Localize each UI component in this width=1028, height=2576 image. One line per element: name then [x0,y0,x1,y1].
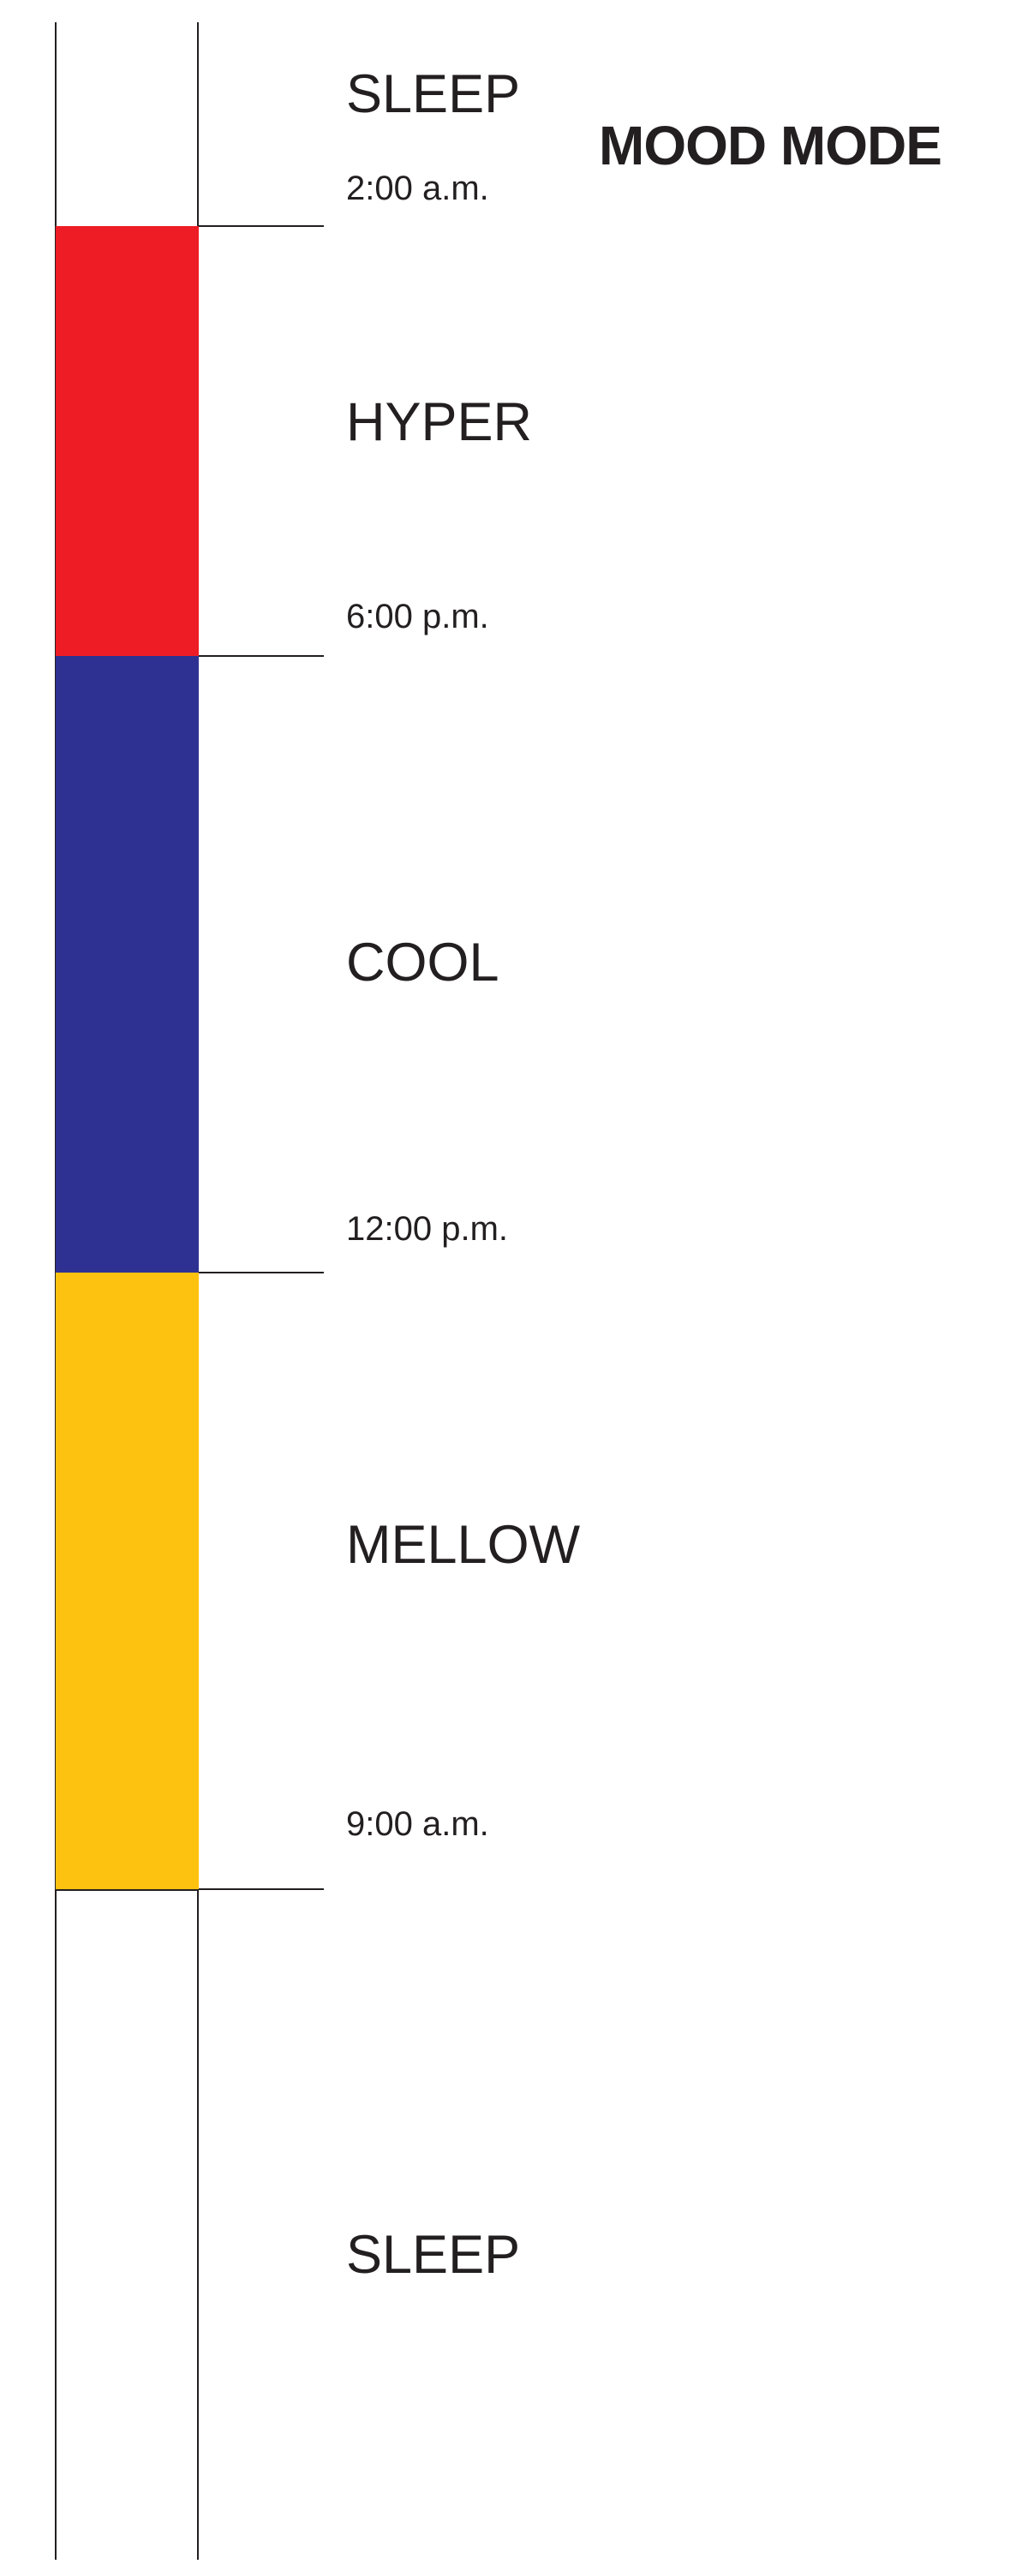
tick-mark [199,1272,324,1273]
time-label: 12:00 p.m. [346,1210,509,1248]
mellow-band [56,1273,199,1889]
hyper-band [56,226,199,656]
time-label: 9:00 a.m. [346,1805,489,1843]
mood-label-sleep-top: SLEEP [346,64,521,124]
page-title: MOOD MODE [599,115,942,176]
bottom-band-edge [56,1889,199,1891]
cool-band [56,656,199,1273]
mood-label-cool: COOL [346,933,499,993]
tick-mark [199,225,324,227]
time-label: 6:00 p.m. [346,598,489,635]
mood-label-sleep-bottom: SLEEP [346,2225,521,2285]
mood-label-hyper: HYPER [346,392,533,452]
tick-mark [199,1888,324,1890]
mood-label-mellow: MELLOW [346,1515,581,1575]
time-label: 2:00 a.m. [346,170,489,207]
tick-mark [199,655,324,657]
